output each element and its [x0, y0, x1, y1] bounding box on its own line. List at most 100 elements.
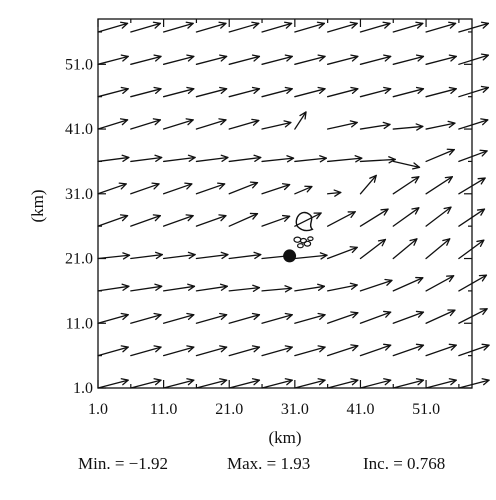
vector-arrow [195, 154, 229, 163]
vector-arrow [392, 54, 425, 65]
vector-arrow [195, 182, 226, 195]
vector-arrow [425, 343, 457, 357]
vector-arrow [326, 378, 359, 389]
vector-arrow [425, 54, 457, 65]
vector-arrow [392, 310, 425, 324]
vector-arrow [228, 212, 259, 227]
vector-arrow [359, 121, 391, 130]
x-tick-label: 41.0 [346, 401, 374, 418]
vector-arrow [359, 343, 392, 357]
y-axis-title: (km) [28, 189, 47, 222]
vector-arrow [425, 148, 455, 163]
vector-arrow [326, 21, 358, 33]
vector-arrow [97, 312, 129, 324]
vector-arrow [326, 54, 359, 65]
vector-arrow [97, 54, 129, 65]
vector-arrow [359, 86, 392, 98]
vector-arrow [130, 251, 163, 260]
vector-arrow [261, 120, 292, 130]
vector-arrow [458, 118, 489, 130]
vector-arrow [97, 154, 130, 163]
small-contour-feature [293, 236, 314, 249]
y-tick-label: 21.0 [65, 251, 93, 268]
vector-arrow [162, 86, 195, 98]
vector-arrow [425, 275, 455, 292]
vector-arrow [261, 155, 295, 163]
vector-arrow [130, 86, 162, 98]
vector-arrow [392, 343, 425, 357]
vector-arrow [261, 378, 293, 389]
vector-arrow [162, 54, 195, 65]
vector-arrow [458, 177, 486, 195]
contour-layer [283, 211, 314, 263]
vector-arrow [162, 21, 194, 33]
vector-arrow [294, 345, 326, 357]
vector-arrow [130, 154, 163, 163]
vector-arrow [326, 211, 356, 227]
vector-arrow [130, 312, 162, 324]
vector-arrow [228, 54, 261, 65]
vector-arrow [228, 118, 260, 130]
vector-arrow [359, 21, 391, 33]
vector-arrow [425, 309, 456, 324]
vector-arrow [228, 284, 261, 292]
vector-arrow [130, 378, 162, 389]
closed-contour-feature [295, 211, 314, 232]
stats-min: Min. = −1.92 [78, 454, 169, 473]
vector-arrow [458, 378, 490, 389]
vector-arrow [326, 86, 359, 98]
vector-arrow [195, 214, 227, 227]
vector-arrow [261, 285, 293, 293]
vector-arrow [326, 344, 359, 357]
vector-arrow [97, 182, 127, 195]
vector-arrow [97, 283, 130, 292]
vector-arrow [162, 214, 194, 227]
vector-arrow [130, 182, 160, 195]
x-axis-title: (km) [268, 428, 301, 447]
vector-arrow [195, 21, 227, 33]
vector-arrow [130, 345, 162, 357]
vector-arrow [425, 120, 456, 130]
vector-arrow [359, 156, 396, 164]
vector-arrow [228, 378, 261, 389]
vector-arrow [195, 283, 228, 292]
filled-dot-feature [283, 249, 297, 263]
x-tick-label: 21.0 [215, 401, 243, 418]
vector-arrow [228, 345, 261, 357]
vector-arrow [359, 310, 392, 324]
stats-max: Max. = 1.93 [227, 454, 311, 473]
vector-arrow [162, 283, 196, 292]
vector-arrow [425, 21, 457, 33]
vector-arrow [97, 118, 129, 130]
vector-arrow [326, 189, 342, 197]
vector-arrow [425, 238, 451, 260]
vector-arrow [294, 312, 326, 324]
vector-arrow [195, 251, 229, 260]
x-tick-label: 31.0 [281, 401, 309, 418]
vector-arrow [261, 54, 293, 65]
vector-arrow [392, 276, 424, 292]
vector-arrow [228, 251, 262, 260]
vector-arrow [392, 176, 420, 195]
vector-arrow [425, 378, 457, 389]
stats-inc: Inc. = 0.768 [363, 454, 446, 473]
vector-arrow [130, 118, 161, 130]
vector-arrow [425, 176, 453, 195]
vector-arrow [458, 85, 490, 98]
vector-arrow [458, 149, 488, 163]
vector-arrow [261, 21, 293, 33]
vector-arrow [326, 311, 359, 324]
vector-arrow [294, 283, 326, 292]
y-tick-label: 31.0 [65, 186, 93, 203]
vector-arrow [261, 312, 293, 324]
y-tick-label: 41.0 [65, 121, 93, 138]
y-tick-label: 11.0 [66, 315, 93, 332]
vector-arrow [294, 212, 322, 227]
vector-arrow [294, 54, 326, 65]
vector-arrow [97, 345, 129, 357]
tick-layer: 1.0 1.0 11.0 11.0 21.0 21.0 31.0 31.0 41.0 41.0 51… [65, 19, 472, 418]
vector-arrow [392, 86, 425, 98]
vector-arrow [359, 278, 393, 292]
vector-arrow [458, 21, 490, 33]
vector-arrow [162, 345, 195, 357]
